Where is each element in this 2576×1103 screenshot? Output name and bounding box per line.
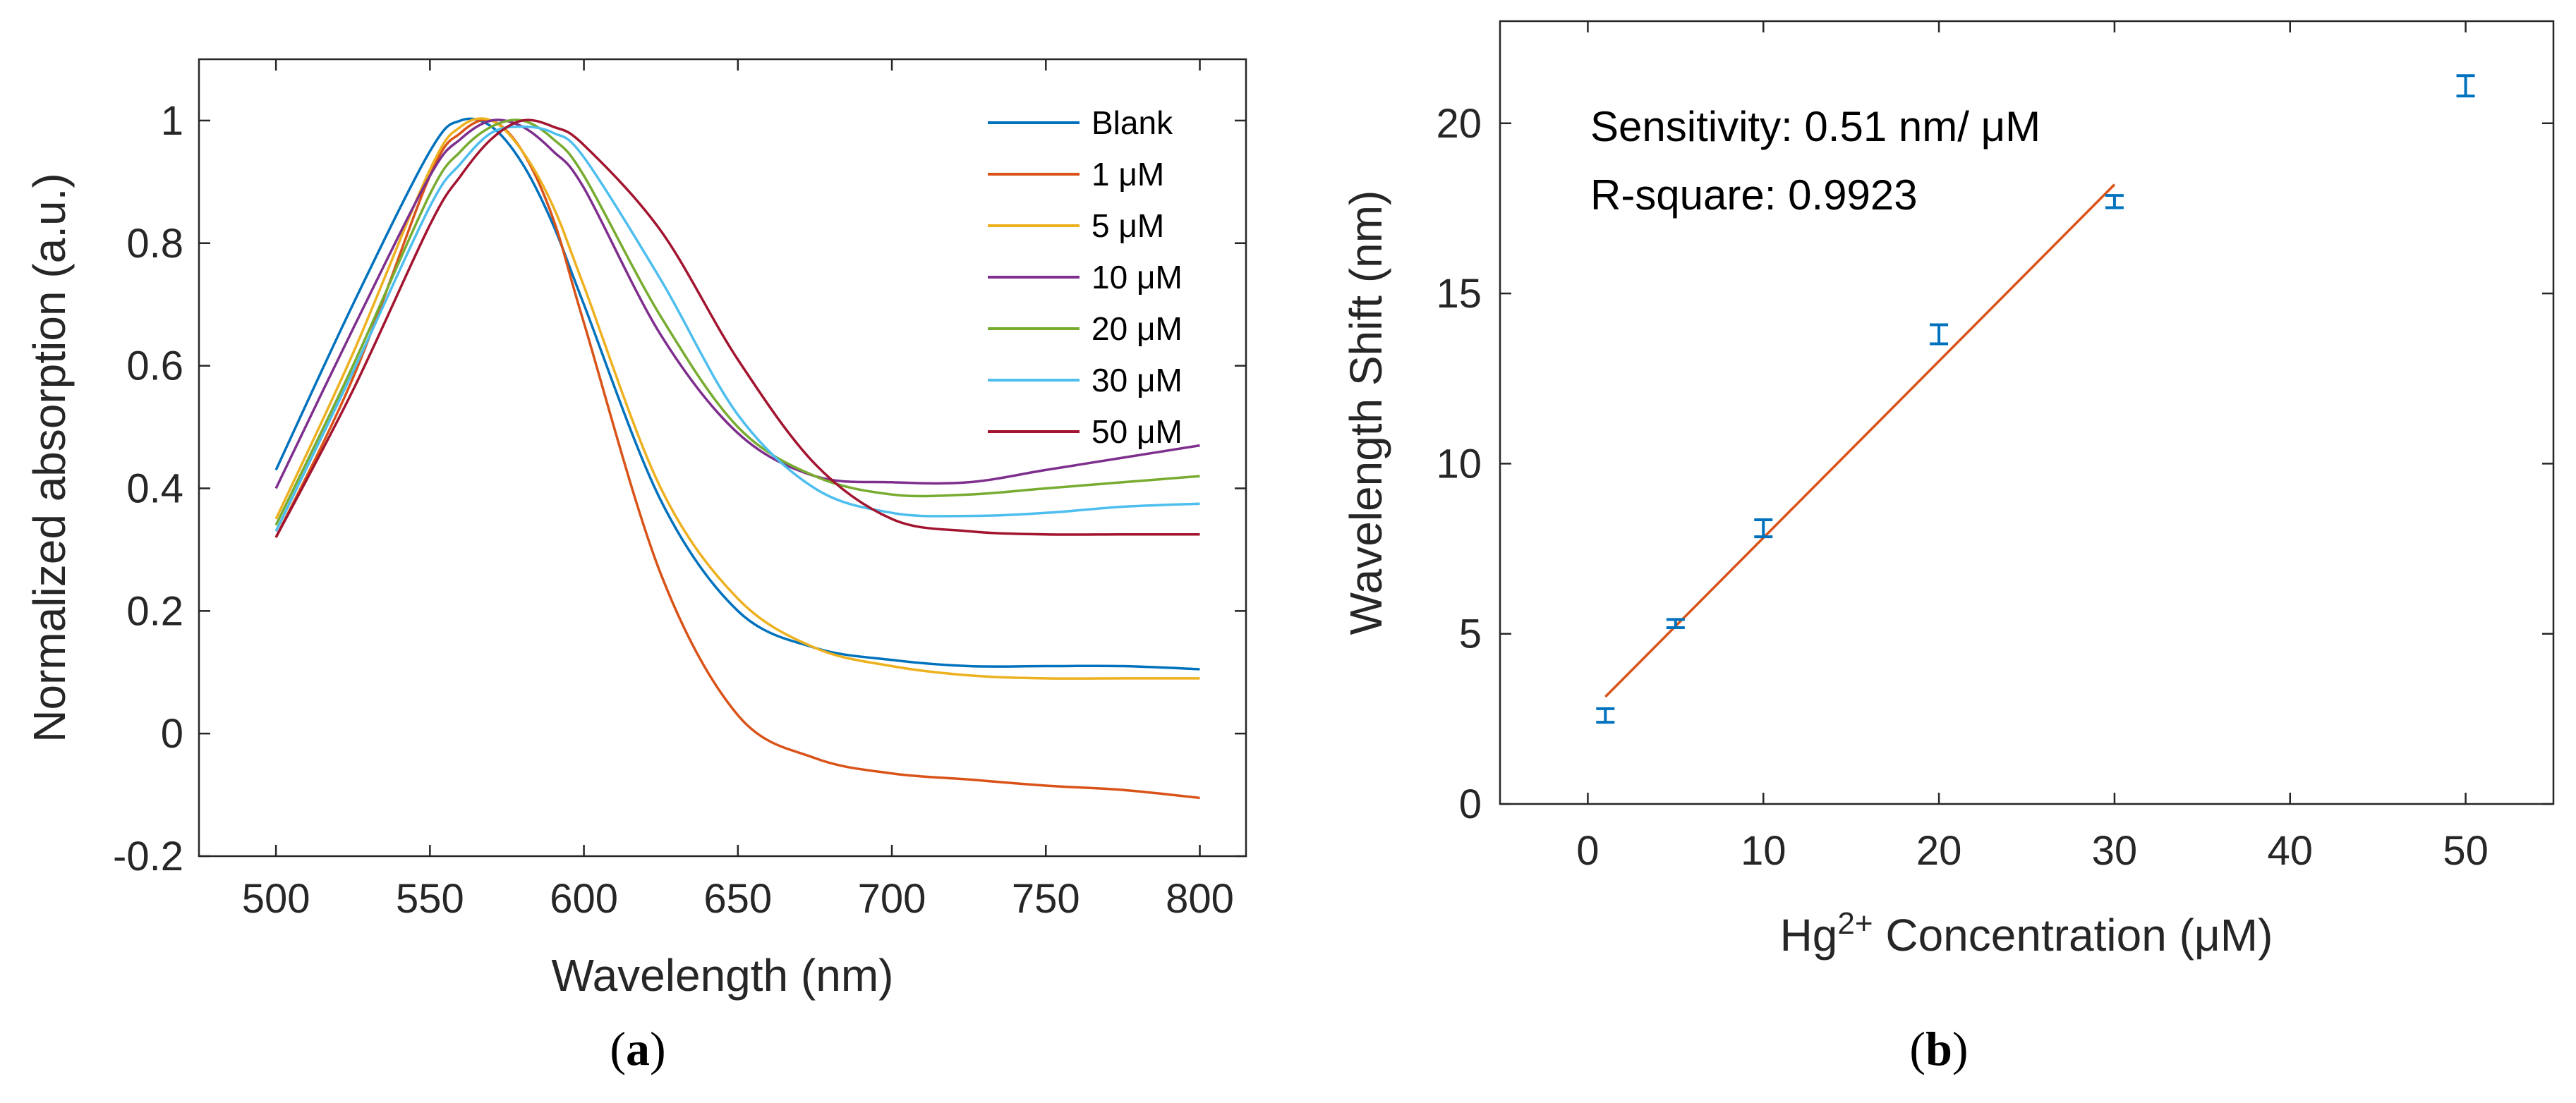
panel-a-absorption-chart: -0.2 0 0.2 0.4 0.6 0.8 1 500 550 600 650 700 750 800… (24, 58, 1247, 1075)
series-line-20-m (274, 118, 1200, 526)
series-line-blank (274, 117, 1200, 671)
panel-a-x-axis: 500 550 600 650 700 750 800 (242, 59, 1234, 922)
series-line-50-m (274, 118, 1200, 538)
panel-b-y-tick-label: 10 (1436, 441, 1482, 487)
panel-a-y-tick-label: 0.8 (126, 221, 183, 267)
panel-a-label-letter: a (626, 1022, 650, 1075)
series-line-5-m (274, 117, 1200, 680)
series-line-30-m (274, 125, 1200, 532)
panel-a-y-tick-label: 0.4 (126, 465, 183, 511)
panel-a-series-lines (274, 117, 1200, 800)
legend-label: 20 μM (1092, 310, 1183, 347)
panel-b-y-tick-label: 5 (1459, 611, 1482, 657)
error-bar-point (1930, 323, 1949, 346)
error-bar-point (1596, 707, 1615, 724)
panel-a-x-tick-label: 550 (396, 876, 464, 922)
panel-b-y-tick-label: 0 (1459, 781, 1482, 827)
panel-b-x-tick-label: 40 (2267, 828, 2313, 874)
panel-a-x-tick-label: 800 (1166, 876, 1234, 922)
legend-label: 1 μM (1092, 156, 1164, 193)
panel-a-y-tick-label: 0.6 (126, 343, 183, 389)
panel-b-plot-area (1499, 20, 2555, 805)
panel-a-x-tick-label: 650 (703, 876, 772, 922)
panel-b-y-tick-label: 15 (1436, 271, 1482, 317)
panel-b-x-label-suffix: Concentration (μM) (1873, 910, 2273, 961)
panel-a-legend: Blank 1 μM 5 μM 10 μM 20 μM 30 μM 50 μM (988, 104, 1183, 450)
panel-a-x-tick-label: 700 (858, 876, 926, 922)
panel-b-label-open: ( (1909, 1022, 1925, 1075)
panel-b-x-tick-label: 30 (2092, 828, 2138, 874)
panel-b-y-tick-label: 20 (1436, 101, 1482, 147)
error-bar-point (2456, 74, 2475, 98)
panel-a-x-tick-label: 750 (1012, 876, 1080, 922)
panel-a-x-tick-label: 600 (550, 876, 618, 922)
panel-a-y-axis-label: Normalized absorption (a.u.) (24, 173, 75, 742)
panel-b-x-tick-label: 0 (1576, 828, 1599, 874)
panel-b-label-letter: b (1925, 1022, 1952, 1075)
sensitivity-annotation: Sensitivity: 0.51 nm/ μM (1590, 103, 2040, 150)
linear-fit-line (1604, 183, 2116, 698)
panel-b-x-axis-label: Hg2+ Concentration (μM) (1780, 906, 2273, 961)
legend-label: 30 μM (1092, 362, 1183, 398)
panel-a-x-tick-label: 500 (242, 876, 310, 922)
panel-b-fit-line (1604, 183, 2116, 698)
panel-b-y-axis-label: Wavelength Shift (nm) (1341, 190, 1391, 635)
panel-b-x-tick-label: 10 (1741, 828, 1786, 874)
legend-label: 5 μM (1092, 207, 1164, 244)
panel-b-sensitivity-chart: 0 5 10 15 20 0 10 20 30 40 50 Sensitivity: 0.51 n… (1341, 20, 2555, 1075)
error-bar-point (2105, 194, 2124, 209)
panel-b-x-label-superscript: 2+ (1837, 906, 1873, 941)
panel-b-y-axis: 0 5 10 15 20 (1436, 101, 2553, 827)
panel-a-plot-area (198, 58, 1247, 858)
panel-b-x-axis: 0 10 20 30 40 50 (1576, 21, 2489, 874)
panel-a-label-open: ( (610, 1022, 626, 1075)
panel-a-y-tick-label: 0 (161, 711, 183, 757)
series-line-10-m (274, 118, 1200, 489)
legend-label: 50 μM (1092, 413, 1183, 450)
panel-a-x-axis-label: Wavelength (nm) (552, 950, 894, 1001)
panel-b-label-close: ) (1952, 1022, 1969, 1075)
legend-label: 10 μM (1092, 259, 1183, 295)
panel-a-y-tick-label: 0.2 (126, 588, 183, 634)
error-bar-point (1666, 618, 1685, 630)
legend-label: Blank (1092, 104, 1173, 141)
panel-b-label: (b) (1909, 1022, 1968, 1075)
panel-a-label: (a) (610, 1022, 665, 1075)
panel-a-y-tick-label: -0.2 (113, 834, 183, 879)
panel-a-y-tick-label: 1 (161, 98, 183, 144)
error-bar-point (1754, 518, 1773, 539)
panel-b-data-points (1596, 74, 2475, 724)
panel-a-label-close: ) (650, 1022, 666, 1075)
r-square-annotation: R-square: 0.9923 (1590, 171, 1918, 219)
panel-b-x-label-prefix: Hg (1780, 910, 1838, 961)
panel-b-x-tick-label: 20 (1916, 828, 1962, 874)
panel-b-x-tick-label: 50 (2443, 828, 2489, 874)
panel-a-y-axis: -0.2 0 0.2 0.4 0.6 0.8 1 (113, 98, 1246, 879)
